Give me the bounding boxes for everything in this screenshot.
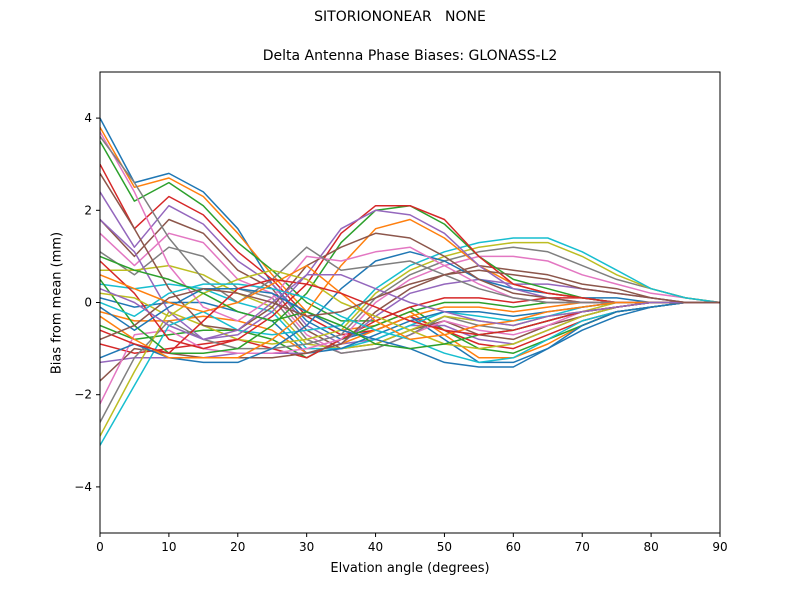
y-tick-label: 4 <box>84 111 92 125</box>
figure-suptitle: SITORIONONEAR NONE <box>314 9 486 25</box>
chart-title: Delta Antenna Phase Biases: GLONASS-L2 <box>262 48 558 64</box>
x-tick-label: 40 <box>368 540 383 554</box>
x-tick-label: 30 <box>299 540 314 554</box>
x-tick-label: 10 <box>161 540 176 554</box>
x-tick-label: 90 <box>712 540 727 554</box>
series-line-32 <box>100 264 720 341</box>
x-tick-label: 20 <box>230 540 245 554</box>
series-line-2 <box>100 126 720 359</box>
x-tick-label: 80 <box>643 540 658 554</box>
y-axis-label: Bias from mean (mm) <box>49 231 65 375</box>
y-tick-label: 2 <box>84 203 92 217</box>
series-line-36 <box>100 269 720 341</box>
y-tick-label: 0 <box>84 296 92 310</box>
series-line-24 <box>100 204 720 350</box>
series-line-35 <box>100 274 720 341</box>
series-line-21 <box>100 251 720 364</box>
x-tick-label: 60 <box>506 540 521 554</box>
axes-layer: 0 10 20 30 40 50 60 70 80 90 −4 −2 0 2 4 <box>74 71 728 554</box>
x-tick-label: 70 <box>575 540 590 554</box>
series-line-20 <box>100 237 720 446</box>
series-layer <box>100 117 720 446</box>
x-tick-label: 50 <box>437 540 452 554</box>
x-axis-label: Elvation angle (degrees) <box>330 561 490 576</box>
x-tick-label: 0 <box>96 540 104 554</box>
y-tick-label: −2 <box>74 388 92 402</box>
y-tick-label: −4 <box>74 480 92 494</box>
